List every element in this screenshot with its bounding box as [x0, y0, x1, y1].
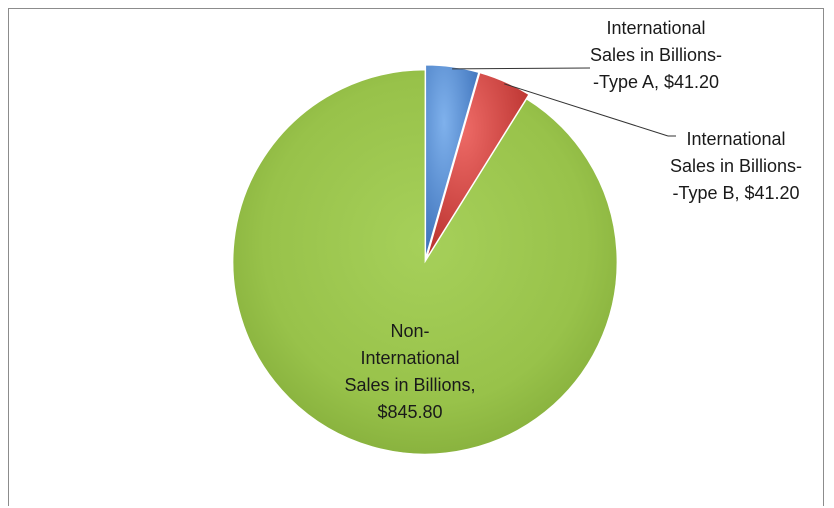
data-label-2-line-1: International — [686, 129, 785, 149]
data-label-3-line-2: International — [360, 348, 459, 368]
data-label-3: Non- International Sales in Billions, $845.… — [344, 321, 475, 422]
data-label-3-line-3: Sales in Billions, — [344, 375, 475, 395]
pie-slice-2 — [426, 72, 530, 258]
data-label-3-line-1: Non- — [390, 321, 429, 341]
pie-slice-3 — [232, 69, 618, 455]
data-label-1-line-3: -Type A, $41.20 — [593, 72, 719, 92]
pie-slice-1 — [425, 64, 480, 258]
data-label-2: International Sales in Billions- -Type B, … — [670, 129, 802, 203]
data-label-3-line-4: $845.80 — [377, 402, 442, 422]
leader-line-2 — [504, 83, 669, 137]
data-label-1: International Sales in Billions- -Type A, … — [590, 18, 722, 92]
data-label-1-line-2: Sales in Billions- — [590, 45, 722, 65]
data-label-2-line-2: Sales in Billions- — [670, 156, 802, 176]
data-label-1-line-1: International — [606, 18, 705, 38]
data-label-2-line-3: -Type B, $41.20 — [672, 183, 799, 203]
leader-line-1 — [452, 67, 591, 70]
